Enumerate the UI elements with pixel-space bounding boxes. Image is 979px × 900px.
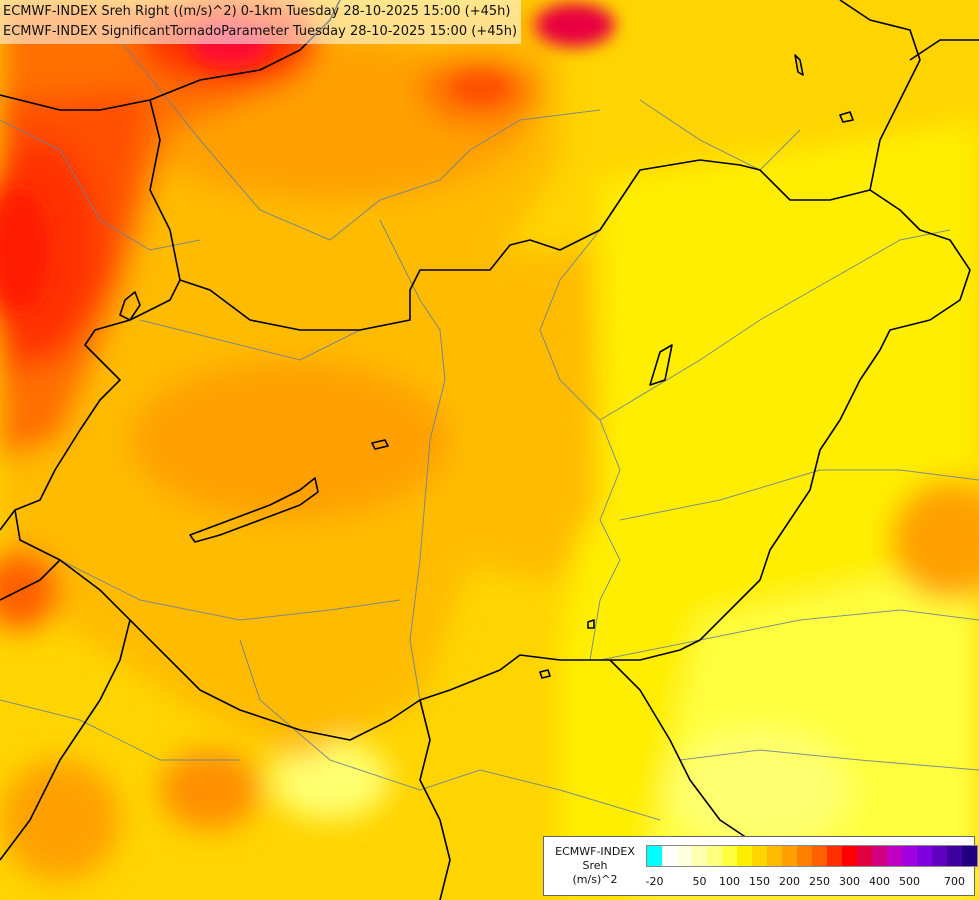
legend-swatch: [872, 846, 887, 866]
legend-swatch: [812, 846, 827, 866]
map-title-box: ECMWF-INDEX Sreh Right ((m/s)^2) 0-1km T…: [0, 0, 522, 44]
title-line-1: ECMWF-INDEX Sreh Right ((m/s)^2) 0-1km T…: [3, 4, 511, 19]
legend-tick-label: 300: [839, 875, 860, 888]
legend-swatch: [722, 846, 737, 866]
legend-tick-label: 500: [899, 875, 920, 888]
legend-swatch: [947, 846, 962, 866]
color-legend: ECMWF-INDEX Sreh (m/s)^2 -20 50 100 150 200 2…: [543, 836, 978, 896]
legend-tick-label: 100: [719, 875, 740, 888]
legend-swatch: [752, 846, 767, 866]
legend-title: ECMWF-INDEX Sreh (m/s)^2: [548, 845, 642, 887]
legend-variable: Sreh: [582, 859, 608, 872]
legend-tick-label: 400: [869, 875, 890, 888]
legend-source: ECMWF-INDEX: [555, 845, 635, 858]
legend-tick-label: 150: [749, 875, 770, 888]
legend-swatch: [917, 846, 932, 866]
legend-swatch: [797, 846, 812, 866]
legend-swatch: [857, 846, 872, 866]
legend-swatch: [932, 846, 947, 866]
legend-swatch: [782, 846, 797, 866]
legend-swatch: [662, 846, 677, 866]
legend-unit: (m/s)^2: [572, 873, 618, 886]
rivers: [0, 39, 979, 821]
legend-tick-label: 250: [809, 875, 830, 888]
legend-swatch: [842, 846, 857, 866]
legend-swatch: [707, 846, 722, 866]
legend-swatch: [677, 846, 692, 866]
legend-swatch: [962, 846, 977, 866]
legend-color-bar: [646, 845, 978, 867]
legend-swatch: [737, 846, 752, 866]
legend-tick-label: -20: [645, 875, 664, 888]
legend-swatch: [767, 846, 782, 866]
legend-tick-label: 200: [779, 875, 800, 888]
legend-swatch: [647, 846, 662, 866]
legend-tick-label: 700: [944, 875, 965, 888]
legend-swatch: [827, 846, 842, 866]
title-line-2: ECMWF-INDEX SignificantTornadoParameter …: [3, 24, 518, 39]
legend-tick-label: 50: [692, 875, 707, 888]
legend-swatch: [692, 846, 707, 866]
legend-swatch: [902, 846, 917, 866]
legend-swatch: [887, 846, 902, 866]
